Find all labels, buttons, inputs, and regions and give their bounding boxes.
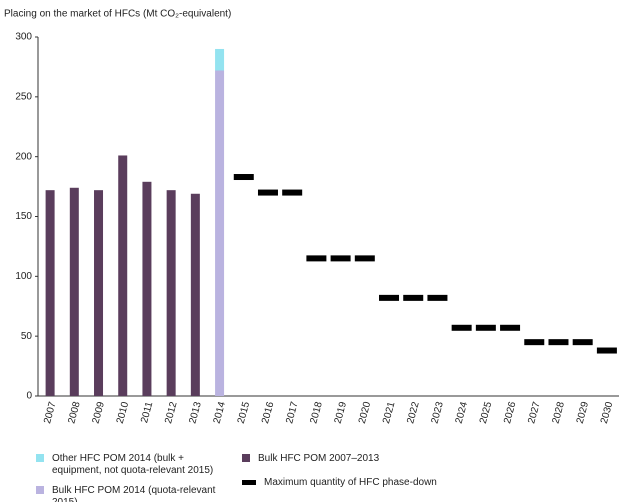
- bar: [142, 181, 152, 396]
- bar: [190, 193, 200, 396]
- x-tick-label: 2009: [91, 400, 107, 425]
- legend-label: Other HFC POM 2014 (bulk + equipment, no…: [52, 453, 214, 476]
- bar: [118, 155, 128, 396]
- legend-swatch: [242, 454, 250, 462]
- legend-swatch: [242, 480, 256, 485]
- x-tick-label: 2028: [551, 400, 567, 425]
- y-tick-label: 50: [21, 331, 33, 342]
- y-tick-label: 100: [15, 271, 32, 282]
- x-tick-label: 2011: [139, 400, 155, 424]
- x-tick-label: 2021: [381, 400, 397, 425]
- phase-down-marker: [282, 189, 303, 196]
- legend-item: Maximum quantity of HFC phase-down: [242, 477, 542, 489]
- phase-down-marker: [427, 294, 448, 301]
- phase-down-marker: [451, 324, 472, 331]
- phase-down-marker: [524, 339, 545, 346]
- phase-down-marker: [500, 324, 521, 331]
- phase-down-marker: [233, 174, 254, 181]
- bar: [166, 190, 176, 396]
- x-tick-label: 2024: [454, 400, 470, 425]
- phase-down-marker: [572, 339, 593, 346]
- bar: [215, 70, 225, 397]
- phase-down-marker: [330, 255, 351, 262]
- x-tick-label: 2020: [357, 400, 373, 425]
- phase-down-marker: [596, 347, 617, 354]
- y-tick-label: 250: [15, 91, 32, 102]
- y-tick-label: 150: [15, 211, 32, 222]
- x-tick-label: 2014: [212, 400, 228, 425]
- legend-swatch: [36, 454, 44, 462]
- legend-item: Other HFC POM 2014 (bulk + equipment, no…: [36, 453, 236, 477]
- y-tick-label: 200: [15, 151, 32, 162]
- legend-item: Bulk HFC POM 2014 (quota-relevant 2015): [36, 485, 236, 502]
- y-tick-label: 0: [26, 391, 32, 402]
- x-tick-label: 2018: [308, 400, 324, 425]
- bar: [69, 187, 79, 396]
- phase-down-marker: [354, 255, 375, 262]
- x-tick-label: 2010: [115, 400, 131, 425]
- x-tick-label: 2026: [502, 400, 518, 425]
- bar: [94, 190, 104, 396]
- x-tick-label: 2013: [187, 400, 203, 425]
- y-tick-label: 300: [15, 32, 32, 43]
- x-tick-label: 2019: [333, 400, 349, 425]
- x-tick-label: 2015: [236, 400, 252, 425]
- x-tick-label: 2012: [163, 400, 179, 425]
- x-tick-label: 2025: [478, 400, 494, 425]
- phase-down-marker: [379, 294, 400, 301]
- x-tick-label: 2023: [430, 400, 446, 425]
- legend-label: Maximum quantity of HFC phase-down: [264, 477, 437, 488]
- x-tick-label: 2029: [575, 400, 591, 425]
- legend-swatch: [36, 486, 44, 494]
- x-tick-label: 2030: [599, 400, 615, 425]
- phase-down-marker: [306, 255, 327, 262]
- phase-down-marker: [403, 294, 424, 301]
- x-tick-label: 2008: [66, 400, 82, 425]
- legend-label: Bulk HFC POM 2007–2013: [258, 453, 380, 464]
- phase-down-marker: [257, 189, 278, 196]
- phase-down-marker: [548, 339, 569, 346]
- x-tick-label: 2007: [42, 400, 58, 425]
- bar: [215, 48, 225, 71]
- x-tick-label: 2016: [260, 400, 276, 425]
- legend-label: Bulk HFC POM 2014 (quota-relevant 2015): [52, 485, 216, 502]
- legend-item: Bulk HFC POM 2007–2013: [242, 453, 442, 465]
- x-tick-label: 2027: [526, 400, 542, 425]
- x-tick-label: 2017: [284, 400, 300, 425]
- x-tick-label: 2022: [405, 400, 421, 425]
- bar: [45, 190, 55, 396]
- phase-down-marker: [475, 324, 496, 331]
- chart: Placing on the market of HFCs (Mt CO₂-eq…: [4, 9, 619, 425]
- chart-title: Placing on the market of HFCs (Mt CO₂-eq…: [4, 9, 231, 20]
